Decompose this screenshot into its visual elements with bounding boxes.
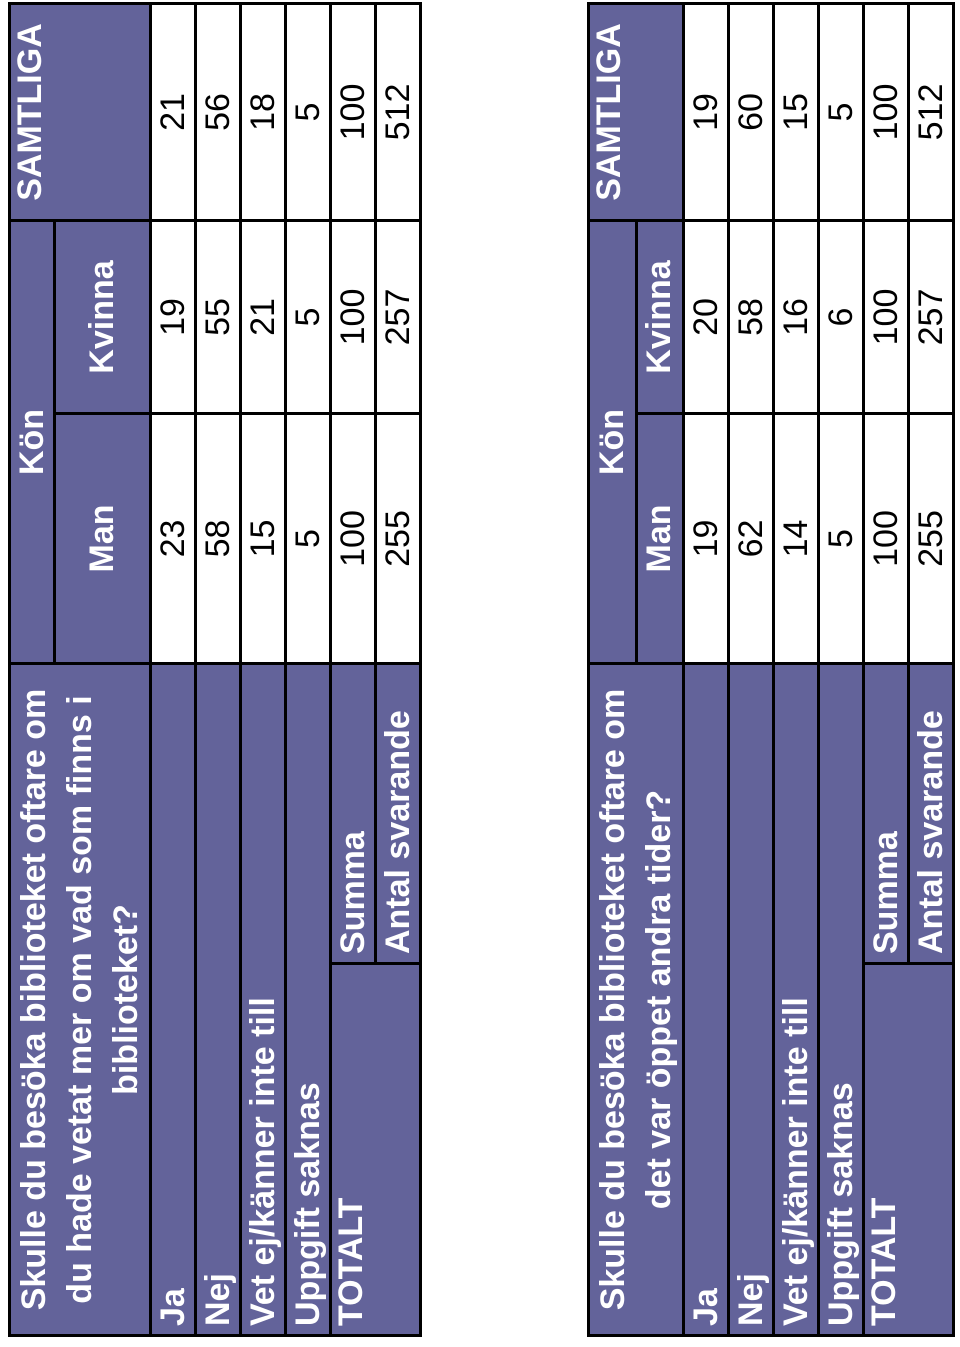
cell: 23 xyxy=(150,413,196,664)
cell: 255 xyxy=(375,413,421,664)
total-sublabel: Antal svarande xyxy=(908,663,954,964)
title: Skulle du besöka biblioteket oftare om d… xyxy=(9,663,151,1336)
row-label: Vet ej/känner inte till xyxy=(773,663,819,1336)
total-sublabel: Antal svarande xyxy=(375,663,421,964)
total-label: TOTALT xyxy=(330,963,421,1336)
cell: 19 xyxy=(683,3,729,221)
data-row: Nej 58 55 56 xyxy=(195,3,241,1336)
cell: 60 xyxy=(728,3,774,221)
cell: 55 xyxy=(195,220,241,414)
data-row: Ja 23 19 21 xyxy=(150,3,196,1336)
cell: 15 xyxy=(240,413,286,664)
cell: 58 xyxy=(728,220,774,414)
cell: 100 xyxy=(863,413,909,664)
data-row: Nej 62 58 60 xyxy=(728,3,774,1336)
cell: 100 xyxy=(330,220,376,414)
cell: 5 xyxy=(285,220,331,414)
cell: 62 xyxy=(728,413,774,664)
cell: 16 xyxy=(773,220,819,414)
cell: 5 xyxy=(818,3,864,221)
header-row: Skulle du besöka biblioteket oftare om d… xyxy=(588,3,684,1336)
survey-table: Skulle du besöka biblioteket oftare om d… xyxy=(587,2,955,1337)
cell: 5 xyxy=(285,413,331,664)
cell: 21 xyxy=(240,220,286,414)
data-row: Ja 19 20 19 xyxy=(683,3,729,1336)
cell: 257 xyxy=(908,220,954,414)
survey-table: Skulle du besöka biblioteket oftare om d… xyxy=(8,2,422,1337)
table-1: Skulle du besöka biblioteket oftare om d… xyxy=(8,3,421,1337)
cell: 5 xyxy=(818,413,864,664)
row-label: Uppgift saknas xyxy=(818,663,864,1336)
total-row: TOTALT Summa 100 100 100 xyxy=(863,3,954,1336)
cell: 18 xyxy=(240,3,286,221)
total-header: SAMTLIGA xyxy=(588,3,684,221)
row-label: Uppgift saknas xyxy=(285,663,331,1336)
header-row: Skulle du besöka biblioteket oftare om d… xyxy=(9,3,151,1336)
cell: 15 xyxy=(773,3,819,221)
cell: 6 xyxy=(818,220,864,414)
cell: 20 xyxy=(683,220,729,414)
total-sublabel: Summa xyxy=(330,663,376,964)
data-row: Vet ej/känner inte till 15 21 18 xyxy=(240,3,286,1336)
cell: 100 xyxy=(863,3,909,221)
cell: 512 xyxy=(375,3,421,221)
row-label: Nej xyxy=(195,663,241,1336)
cell: 100 xyxy=(330,413,376,664)
column-header: Kvinna xyxy=(54,220,151,414)
cell: 100 xyxy=(863,220,909,414)
cell: 21 xyxy=(150,3,196,221)
total-header: SAMTLIGA xyxy=(9,3,151,221)
total-row: TOTALT Summa 100 100 100 xyxy=(330,3,421,1336)
data-row: Vet ej/känner inte till 14 16 15 xyxy=(773,3,819,1336)
cell: 19 xyxy=(683,413,729,664)
row-label: Ja xyxy=(150,663,196,1336)
total-label: TOTALT xyxy=(863,963,954,1336)
total-sublabel: Summa xyxy=(863,663,909,964)
cell: 19 xyxy=(150,220,196,414)
cell: 58 xyxy=(195,413,241,664)
table-2: Skulle du besöka biblioteket oftare om d… xyxy=(587,3,954,1337)
group-header: Kön xyxy=(588,220,636,664)
row-label: Vet ej/känner inte till xyxy=(240,663,286,1336)
data-row: Uppgift saknas 5 5 5 xyxy=(285,3,331,1336)
title: Skulle du besöka biblioteket oftare om d… xyxy=(588,663,684,1336)
column-header: Kvinna xyxy=(636,220,684,414)
group-header: Kön xyxy=(9,220,55,664)
column-header: Man xyxy=(636,413,684,664)
cell: 14 xyxy=(773,413,819,664)
cell: 512 xyxy=(908,3,954,221)
cell: 255 xyxy=(908,413,954,664)
cell: 5 xyxy=(285,3,331,221)
data-row: Uppgift saknas 5 6 5 xyxy=(818,3,864,1336)
row-label: Nej xyxy=(728,663,774,1336)
cell: 56 xyxy=(195,3,241,221)
cell: 100 xyxy=(330,3,376,221)
column-header: Man xyxy=(54,413,151,664)
cell: 257 xyxy=(375,220,421,414)
row-label: Ja xyxy=(683,663,729,1336)
